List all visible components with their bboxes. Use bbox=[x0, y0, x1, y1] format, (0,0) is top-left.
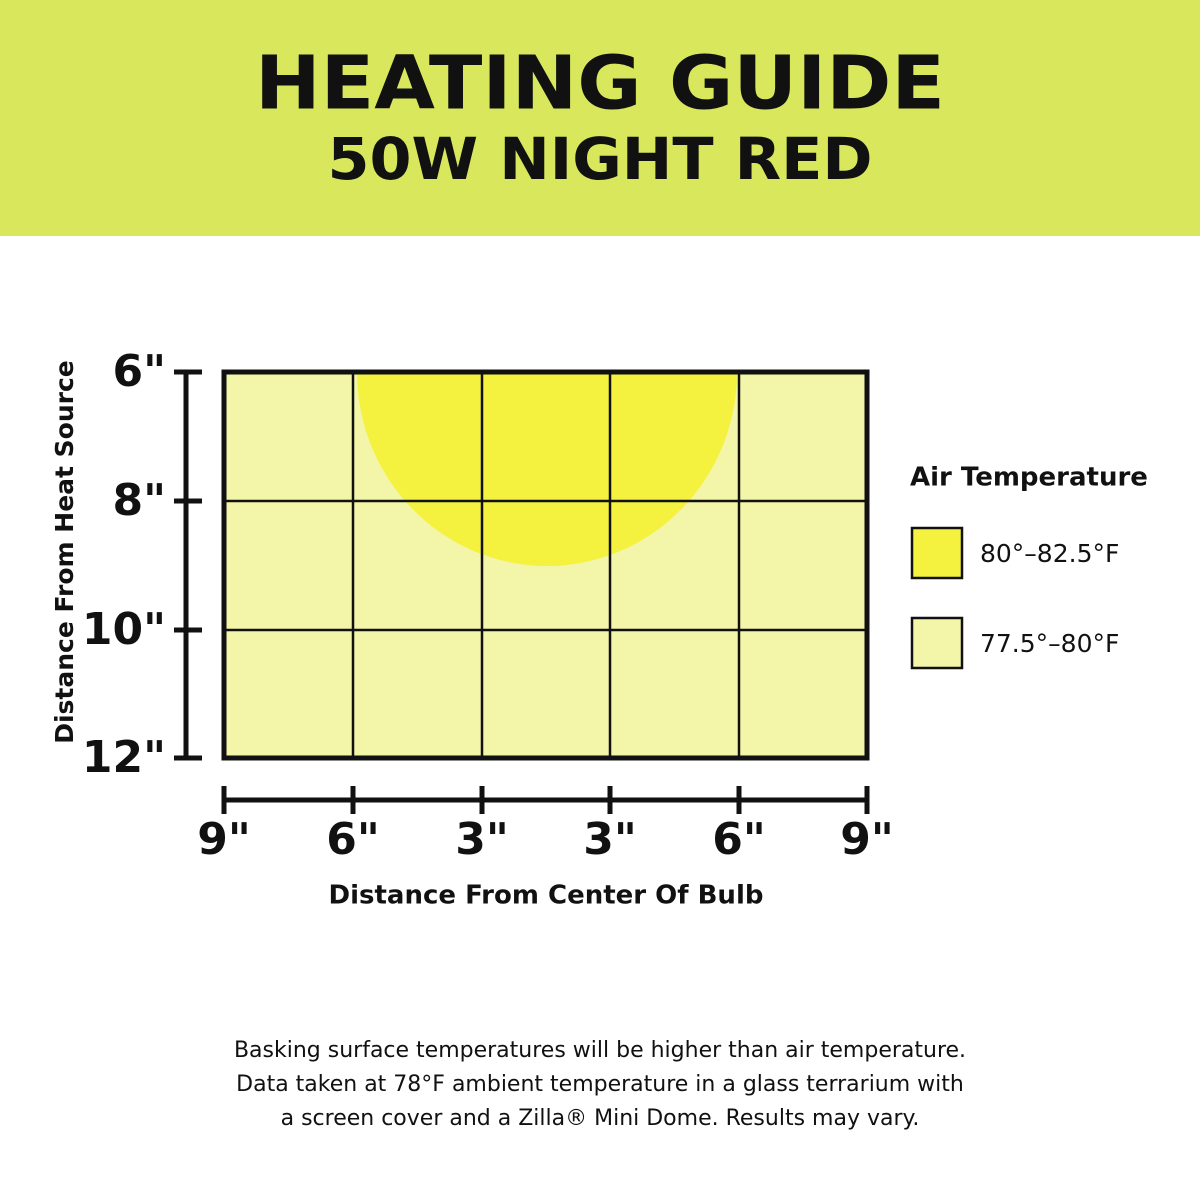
legend: 80°–82.5°F 77.5°–80°F bbox=[910, 526, 1119, 670]
legend-title: Air Temperature bbox=[910, 463, 1148, 493]
legend-swatch bbox=[910, 526, 964, 580]
y-tick-label: 12" bbox=[82, 732, 166, 783]
footnote-line: Basking surface temperatures will be hig… bbox=[234, 1038, 966, 1063]
y-tick-label: 10" bbox=[82, 604, 166, 655]
legend-label: 80°–82.5°F bbox=[980, 539, 1119, 568]
x-tick-label: 6" bbox=[712, 814, 766, 865]
hot-zone bbox=[357, 372, 737, 566]
y-axis-label: Distance From Heat Source bbox=[50, 360, 79, 744]
y-tick-label: 8" bbox=[112, 475, 166, 526]
legend-swatch bbox=[910, 616, 964, 670]
x-tick-label: 3" bbox=[583, 814, 637, 865]
footnote-line: a screen cover and a Zilla® Mini Dome. R… bbox=[281, 1106, 920, 1131]
subtitle: 50W NIGHT RED bbox=[328, 125, 873, 193]
footnote-line: Data taken at 78°F ambient temperature i… bbox=[236, 1072, 964, 1097]
header-band bbox=[0, 0, 1200, 236]
heat-grid bbox=[221, 369, 870, 761]
x-tick-label: 3" bbox=[455, 814, 509, 865]
title: HEATING GUIDE bbox=[255, 41, 945, 127]
grid-border bbox=[221, 369, 870, 761]
x-axis-label: Distance From Center Of Bulb bbox=[329, 881, 764, 911]
y-tick-label: 6" bbox=[112, 346, 166, 397]
x-tick-label: 9" bbox=[840, 814, 894, 865]
x-tick-label: 9" bbox=[197, 814, 251, 865]
legend-label: 77.5°–80°F bbox=[980, 629, 1119, 658]
x-tick-label: 6" bbox=[326, 814, 380, 865]
